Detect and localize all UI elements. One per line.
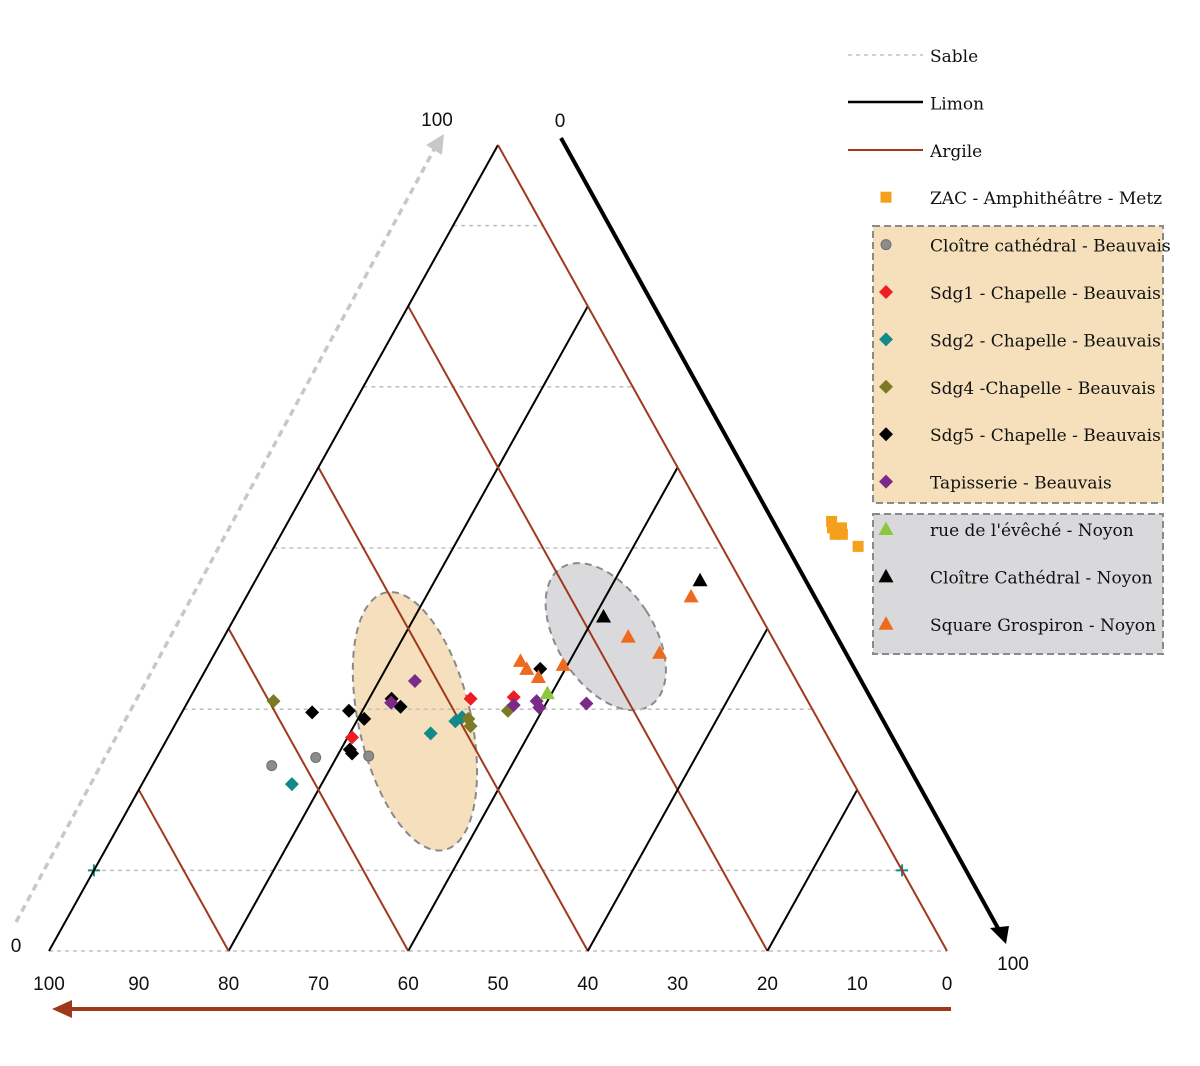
argile-tick-label: 80 [218,974,239,995]
labels-layer: 100 0 0 100 100 90 80 70 60 50 40 30 20 10 0 [11,110,1029,995]
argile-tick-label: 70 [308,974,329,995]
argile-tick-label: 50 [487,974,508,995]
argile-tick-label: 0 [942,974,953,995]
legend-label: Sdg5 - Chapelle - Beauvais [930,426,1161,446]
sable-axis-arrow-line [14,145,438,923]
data-point [827,522,839,534]
legend-label: Limon [930,94,984,114]
sable-axis-start-label: 0 [11,936,22,957]
data-point [512,653,528,667]
argile-tick-label: 90 [128,974,149,995]
argile-tick-label: 20 [757,974,778,995]
points-layer [266,515,864,792]
data-point [448,714,463,729]
data-point [519,661,535,675]
data-point [852,540,864,552]
triangle-left-side [48,144,499,952]
argile-tick-label: 30 [667,974,688,995]
data-point [692,572,708,587]
legend-label: Tapisserie - Beauvais [930,474,1112,494]
legend-marker [880,239,892,251]
data-point [579,696,594,711]
argile-tick-label: 100 [33,974,65,995]
legend-label: Cloître Cathédral - Noyon [930,568,1153,588]
data-point [506,690,521,705]
data-point [284,777,299,792]
data-point [266,760,278,772]
sable-axis-end-label: 100 [421,110,453,131]
legend-marker [878,568,894,583]
data-point [407,673,422,688]
legend-label: rue de l'évêché - Noyon [930,521,1134,541]
legend-marker [879,379,893,394]
data-point [835,522,847,534]
data-point [305,705,320,720]
argile-axis-arrowhead [52,1000,72,1018]
data-point [836,528,848,540]
legend-marker [878,616,894,630]
triangle-right-side [497,144,948,952]
data-point [461,711,476,726]
data-point [539,685,555,700]
legend-label: ZAC - Amphithéâtre - Metz [930,189,1162,209]
argile-tick-label: 10 [847,974,868,995]
legend-label: Sdg2 - Chapelle - Beauvais [930,331,1161,351]
limon-gridline [586,628,769,952]
data-point [683,588,699,603]
data-point [555,657,571,671]
legend-marker [880,191,892,203]
data-point [363,750,375,762]
data-point [533,661,548,676]
legend: Sable Limon Argile ZAC - Amphithéâtre - Met… [848,47,1171,655]
grid-layer [49,224,947,952]
legend-label: Cloître cathédral - Beauvais [930,237,1171,257]
legend-marker [878,521,894,535]
legend-label: Sdg1 - Chapelle - Beauvais [930,284,1161,304]
data-point [596,609,612,623]
data-point [529,694,544,709]
data-point [384,695,399,710]
data-point [829,528,841,540]
beauvais-group-ellipse [351,591,479,852]
legend-label: Sable [930,47,978,67]
argile-tick-label: 60 [398,974,419,995]
data-point [620,629,636,643]
data-point [826,515,838,527]
data-point [345,730,360,745]
limon-axis-end-label: 100 [997,954,1029,975]
ellipse-layer [351,562,667,852]
noyon-legend-box [872,513,1164,655]
argile-gridline [317,466,589,952]
argile-tick-label: 40 [577,974,598,995]
legend-label: Argile [929,142,982,162]
legend-marker [879,285,893,299]
argile-gridline [137,789,230,952]
data-point [423,726,438,741]
data-point [310,752,322,764]
axes-layer [14,134,1009,1018]
beauvais-legend-box [872,225,1164,504]
data-point [266,694,281,709]
data-point [342,742,357,757]
data-point [463,691,478,706]
legend-marker [879,474,893,489]
data-point [652,645,668,659]
limon-axis-start-label: 0 [555,111,566,132]
data-point [341,703,356,718]
legend-label: Sdg4 -Chapelle - Beauvais [930,379,1155,399]
sable-axis-arrowhead [426,134,444,155]
limon-axis-arrow-line [559,137,1001,931]
data-point [357,711,372,726]
limon-axis-arrowhead [990,926,1009,944]
legend-marker [879,427,893,442]
data-point [506,698,521,713]
limon-gridline [766,789,859,952]
legend-marker [879,332,893,347]
legend-label: Square Grospiron - Noyon [930,616,1156,636]
data-point [530,669,546,683]
argile-gridline [227,628,410,952]
